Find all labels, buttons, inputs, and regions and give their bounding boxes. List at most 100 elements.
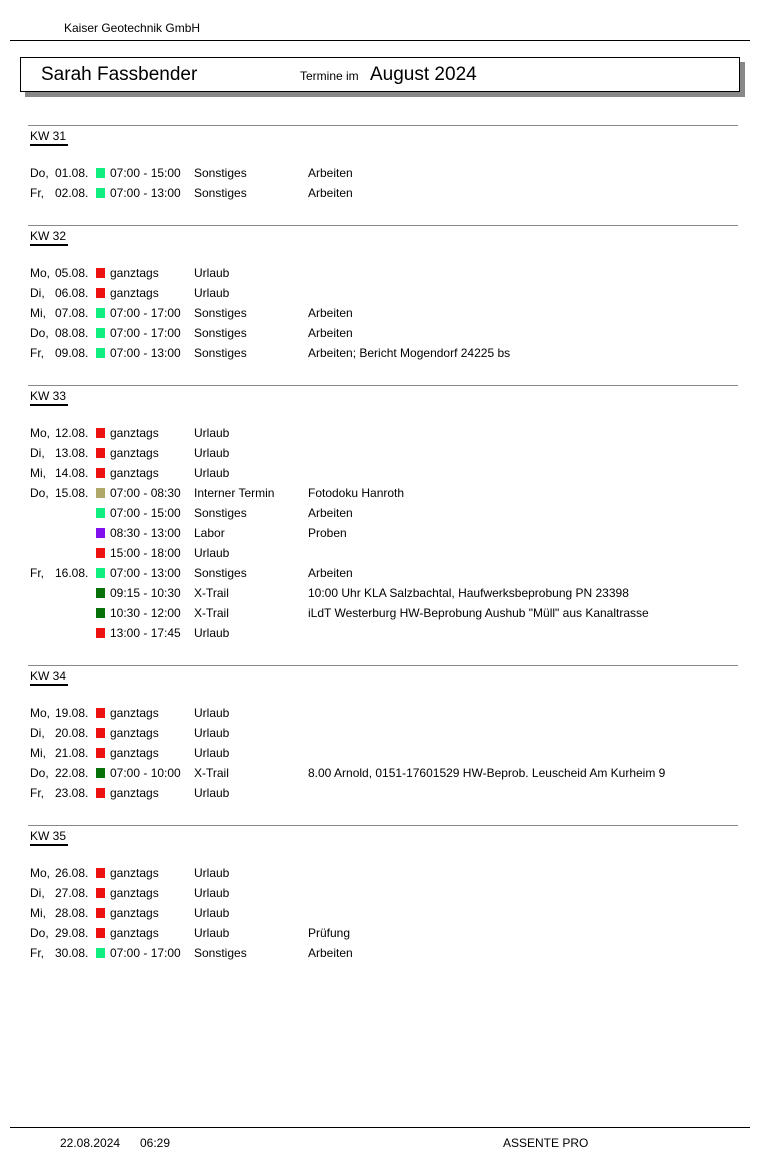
description: Arbeiten (308, 326, 353, 340)
title-subtitle: Termine im (300, 69, 359, 83)
description: Arbeiten (308, 186, 353, 200)
category: Urlaub (194, 726, 230, 740)
time-range: 07:00 - 17:00 (110, 306, 181, 320)
category-color-marker (96, 468, 105, 478)
time-range: 07:00 - 10:00 (110, 766, 181, 780)
category: Urlaub (194, 906, 230, 920)
time-range: 15:00 - 18:00 (110, 546, 181, 560)
date: 05.08. (55, 266, 89, 280)
weekday: Fr, (30, 186, 44, 200)
time-range: ganztags (110, 706, 159, 720)
weekday: Di, (30, 886, 45, 900)
time-range: ganztags (110, 786, 159, 800)
date: 29.08. (55, 926, 89, 940)
category-color-marker (96, 708, 105, 718)
description: Arbeiten (308, 306, 353, 320)
time-range: ganztags (110, 926, 159, 940)
date: 02.08. (55, 186, 89, 200)
description: Proben (308, 526, 347, 540)
category: Urlaub (194, 786, 230, 800)
category-color-marker (96, 928, 105, 938)
description: Fotodoku Hanroth (308, 486, 405, 500)
description: Arbeiten (308, 566, 353, 580)
week-divider (28, 665, 738, 666)
date: 22.08. (55, 766, 89, 780)
category-color-marker (96, 348, 105, 358)
week-divider (28, 825, 738, 826)
week-label: KW 35 (30, 829, 69, 846)
time-range: ganztags (110, 426, 159, 440)
time-range: ganztags (110, 746, 159, 760)
footer-date: 22.08.2024 (60, 1136, 121, 1150)
weekday: Fr, (30, 786, 44, 800)
time-range: 07:00 - 17:00 (110, 326, 181, 340)
title-month: August 2024 (370, 64, 477, 85)
date: 20.08. (55, 726, 89, 740)
week-divider (28, 225, 738, 226)
category-color-marker (96, 188, 105, 198)
title-box: Sarah Fassbender Termine im August 2024 (20, 57, 740, 92)
category: Sonstiges (194, 166, 247, 180)
category: Urlaub (194, 546, 230, 560)
category: X-Trail (194, 586, 229, 600)
date: 01.08. (55, 166, 89, 180)
time-range: 08:30 - 13:00 (110, 526, 181, 540)
time-range: 07:00 - 17:00 (110, 946, 181, 960)
category: Sonstiges (194, 326, 247, 340)
category-color-marker (96, 588, 105, 598)
date: 19.08. (55, 706, 89, 720)
category-color-marker (96, 528, 105, 538)
category: Urlaub (194, 746, 230, 760)
category: Urlaub (194, 286, 230, 300)
time-range: ganztags (110, 466, 159, 480)
time-range: 10:30 - 12:00 (110, 606, 181, 620)
date: 07.08. (55, 306, 89, 320)
weekday: Mo, (30, 866, 51, 880)
date: 14.08. (55, 466, 89, 480)
category: X-Trail (194, 606, 229, 620)
weekday: Mi, (30, 466, 46, 480)
category-color-marker (96, 548, 105, 558)
weekday: Mi, (30, 906, 46, 920)
date: 06.08. (55, 286, 89, 300)
category: Urlaub (194, 886, 230, 900)
weekday: Do, (30, 926, 49, 940)
week-label: KW 32 (30, 229, 69, 246)
category-color-marker (96, 728, 105, 738)
category: Sonstiges (194, 306, 247, 320)
time-range: 07:00 - 08:30 (110, 486, 181, 500)
week-label: KW 33 (30, 389, 69, 406)
week-divider (28, 385, 738, 386)
time-range: ganztags (110, 906, 159, 920)
category-color-marker (96, 328, 105, 338)
category: Urlaub (194, 426, 230, 440)
category-color-marker (96, 268, 105, 278)
time-range: 07:00 - 13:00 (110, 566, 181, 580)
time-range: ganztags (110, 286, 159, 300)
category: Sonstiges (194, 506, 247, 520)
date: 27.08. (55, 886, 89, 900)
weekday: Fr, (30, 946, 44, 960)
category: Urlaub (194, 626, 230, 640)
description: 8.00 Arnold, 0151-17601529 HW-Beprob. Le… (308, 766, 666, 780)
category-color-marker (96, 748, 105, 758)
category: Urlaub (194, 446, 230, 460)
week-divider (28, 125, 738, 126)
footer-time: 06:29 (140, 1136, 171, 1150)
date: 15.08. (55, 486, 89, 500)
weekday: Do, (30, 766, 49, 780)
time-range: 07:00 - 15:00 (110, 166, 181, 180)
category-color-marker (96, 568, 105, 578)
category: Sonstiges (194, 186, 247, 200)
time-range: ganztags (110, 446, 159, 460)
time-range: ganztags (110, 886, 159, 900)
category: Urlaub (194, 266, 230, 280)
description: 10:00 Uhr KLA Salzbachtal, Haufwerksbepr… (308, 586, 629, 600)
category-color-marker (96, 288, 105, 298)
description: Arbeiten; Bericht Mogendorf 24225 bs (308, 346, 511, 360)
date: 28.08. (55, 906, 89, 920)
date: 08.08. (55, 326, 89, 340)
time-range: ganztags (110, 266, 159, 280)
company-name: Kaiser Geotechnik GmbH (64, 21, 201, 35)
weekday: Mo, (30, 706, 51, 720)
